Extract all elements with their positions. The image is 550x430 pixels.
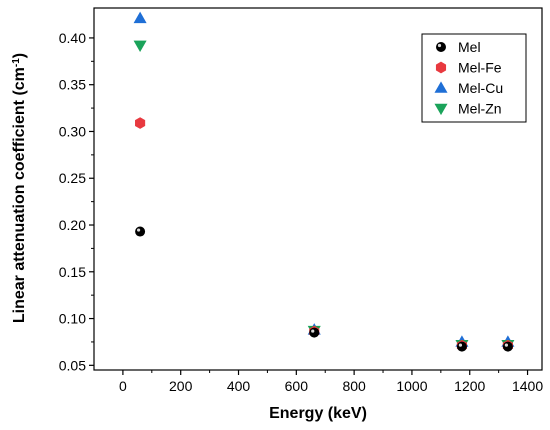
- y-tick-label: 0.30: [59, 123, 86, 139]
- data-points: [133, 11, 515, 352]
- data-point: [135, 117, 146, 129]
- legend-label: Mel: [458, 39, 481, 55]
- data-point: [502, 341, 513, 352]
- axis-ticks: 0 200 400 600 800 1000 1200 1400 0.05 0.10 0.15 0.2…: [59, 30, 544, 394]
- data-point: [456, 341, 467, 352]
- x-tick-label: 200: [169, 378, 193, 394]
- legend-label: Mel-Fe: [458, 60, 502, 76]
- x-axis-title: Energy (keV): [269, 405, 367, 422]
- y-tick-label: 0.20: [59, 217, 86, 233]
- y-tick-label: 0.35: [59, 77, 86, 93]
- x-tick-label: 800: [342, 378, 366, 394]
- legend-marker: [435, 61, 447, 74]
- y-axis-title: Linear attenuation coefficient (cm-1): [11, 53, 29, 323]
- legend: Mel Mel-Fe Mel-Cu Mel-Zn: [421, 33, 527, 123]
- y-tick-label: 0.10: [59, 311, 86, 327]
- x-tick-label: 600: [285, 378, 309, 394]
- legend-marker: [435, 42, 446, 53]
- data-point: [133, 11, 147, 24]
- legend-marker: [434, 81, 448, 93]
- y-tick-label: 0.15: [59, 264, 86, 280]
- x-tick-label: 400: [227, 378, 251, 394]
- data-point: [135, 226, 146, 237]
- legend-label: Mel-Cu: [458, 80, 503, 96]
- legend-marker: [434, 103, 448, 116]
- data-point: [133, 40, 147, 53]
- legend-label: Mel-Zn: [458, 101, 502, 117]
- x-tick-label: 1000: [396, 378, 427, 394]
- y-tick-label: 0.25: [59, 170, 86, 186]
- y-tick-label: 0.05: [59, 357, 86, 373]
- x-tick-label: 1400: [512, 378, 543, 394]
- plot-frame: [93, 7, 543, 371]
- data-point: [309, 327, 320, 338]
- x-tick-label: 1200: [454, 378, 485, 394]
- y-tick-label: 0.40: [59, 30, 86, 46]
- x-tick-label: 0: [119, 378, 127, 394]
